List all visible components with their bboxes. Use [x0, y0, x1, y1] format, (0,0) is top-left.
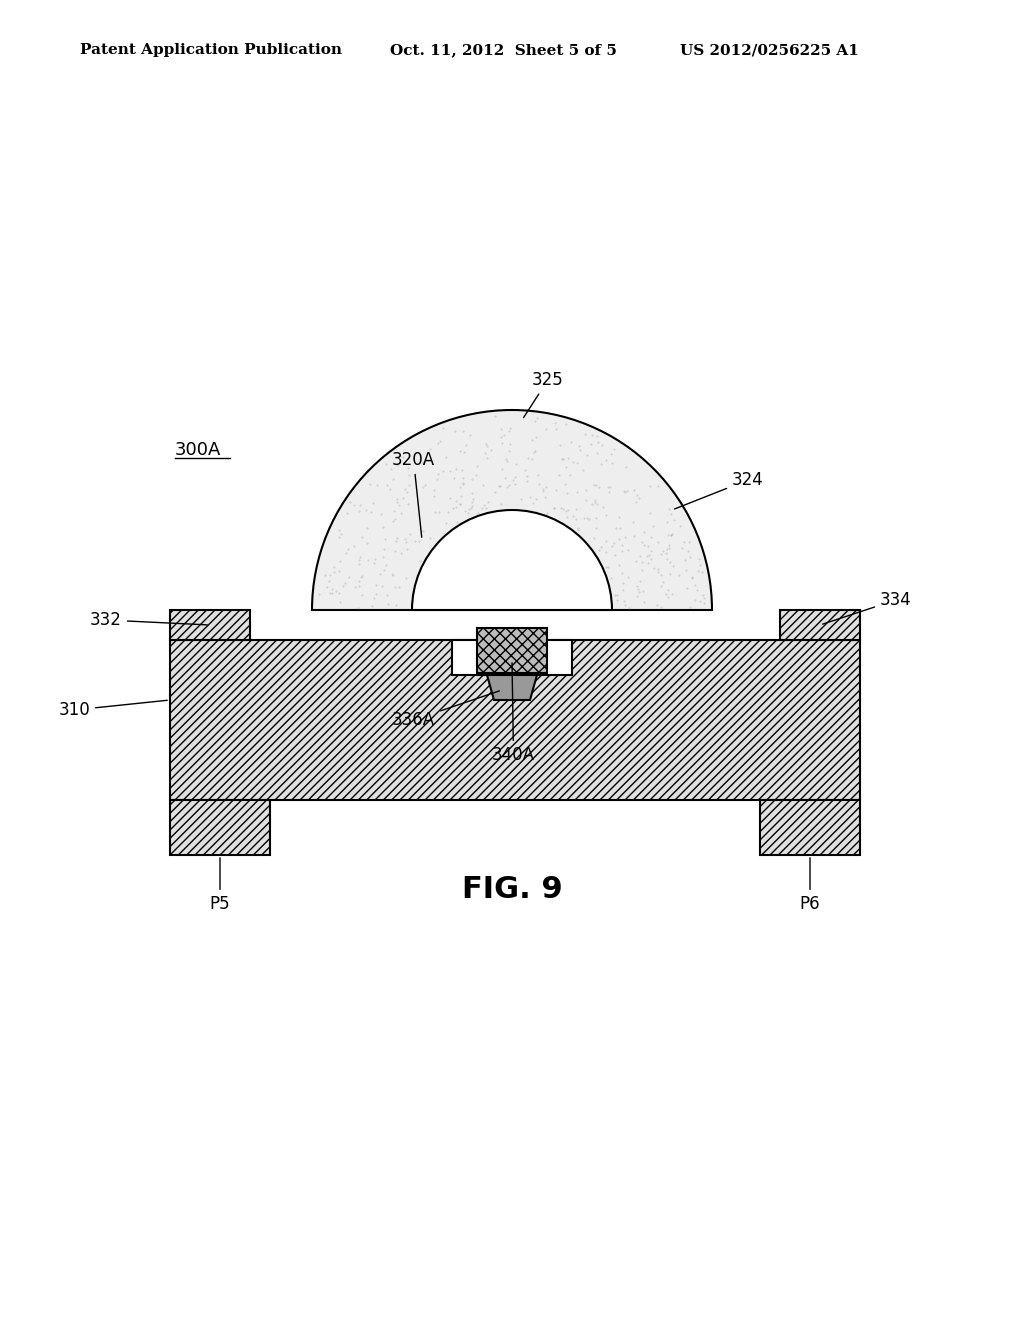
Text: Patent Application Publication: Patent Application Publication: [80, 44, 342, 57]
Text: US 2012/0256225 A1: US 2012/0256225 A1: [680, 44, 859, 57]
Wedge shape: [312, 411, 712, 610]
Bar: [760, 800, 860, 855]
Text: 332: 332: [90, 611, 207, 630]
Bar: [170, 800, 270, 855]
Text: 334: 334: [822, 591, 911, 624]
Text: 336A: 336A: [392, 690, 500, 729]
Bar: [477, 628, 547, 673]
Bar: [170, 640, 860, 800]
Text: 310: 310: [58, 701, 167, 719]
Text: 340A: 340A: [492, 663, 535, 764]
Polygon shape: [487, 675, 537, 700]
Bar: [780, 610, 860, 640]
Text: P6: P6: [800, 858, 820, 913]
Text: 320A: 320A: [392, 451, 435, 537]
Bar: [170, 610, 250, 640]
Text: FIG. 9: FIG. 9: [462, 875, 562, 904]
Text: Oct. 11, 2012  Sheet 5 of 5: Oct. 11, 2012 Sheet 5 of 5: [390, 44, 616, 57]
Text: 325: 325: [523, 371, 564, 417]
Text: 300A: 300A: [175, 441, 221, 459]
Bar: [452, 640, 572, 675]
Text: P5: P5: [210, 858, 230, 913]
Text: 324: 324: [675, 471, 764, 510]
Wedge shape: [412, 510, 612, 610]
